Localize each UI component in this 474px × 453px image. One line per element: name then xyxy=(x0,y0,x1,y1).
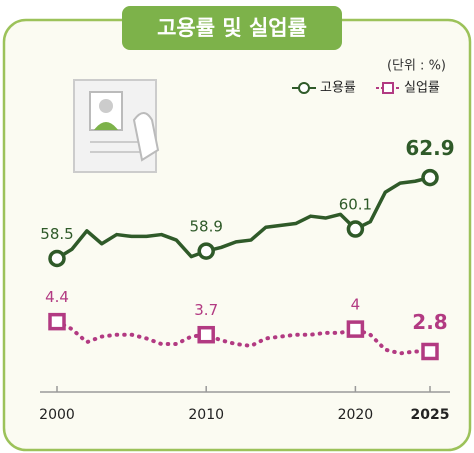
data-label: 4.4 xyxy=(45,288,69,306)
marker xyxy=(348,222,362,236)
illustration xyxy=(74,80,158,172)
legend-marker xyxy=(299,83,309,93)
marker xyxy=(199,244,213,258)
x-tick-label: 2010 xyxy=(188,407,224,423)
chart: 고용률 및 실업률 (단위 : %) 2000 2010 2020 2025 58.5 5… xyxy=(0,0,474,453)
data-label: 58.5 xyxy=(40,225,73,243)
marker xyxy=(348,322,362,336)
data-label: 3.7 xyxy=(194,301,218,319)
x-tick-label: 2000 xyxy=(39,407,75,423)
legend-label: 실업률 xyxy=(404,81,440,96)
chart-title: 고용률 및 실업률 xyxy=(157,16,307,40)
x-tick-label: 2025 xyxy=(411,407,450,423)
data-label: 58.9 xyxy=(189,218,222,236)
data-label: 4 xyxy=(351,296,361,314)
marker xyxy=(423,344,437,358)
x-tick-label: 2020 xyxy=(338,407,374,423)
legend-marker xyxy=(383,83,393,93)
marker xyxy=(423,171,437,185)
marker xyxy=(199,328,213,342)
data-label: 60.1 xyxy=(339,196,372,214)
marker xyxy=(50,251,64,265)
unit-note: (단위 : %) xyxy=(387,59,446,74)
data-label: 2.8 xyxy=(412,310,447,334)
data-label: 62.9 xyxy=(405,136,454,160)
marker xyxy=(50,315,64,329)
legend-label: 고용률 xyxy=(320,81,356,96)
